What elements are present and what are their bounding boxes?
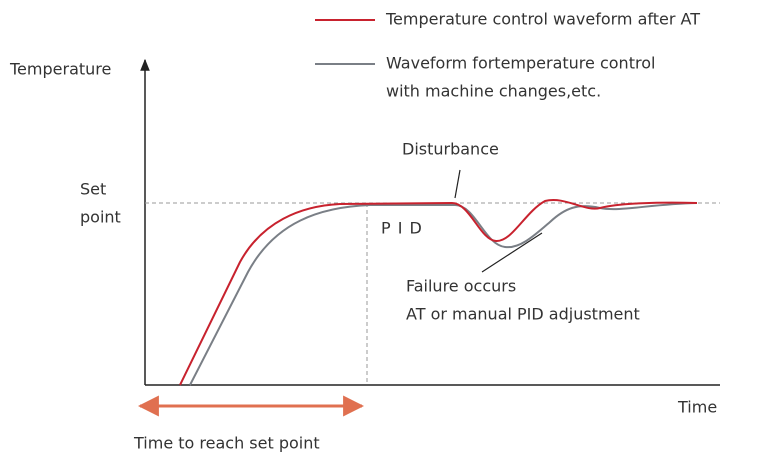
failure-label: AT or manual PID adjustment	[406, 305, 640, 324]
failure-label: Failure occurs	[406, 277, 516, 296]
disturbance-pointer	[454, 169, 461, 199]
pid-label: P I D	[381, 219, 423, 238]
gray-waveform	[189, 202, 698, 386]
legend-label: Waveform fortemperature control	[386, 54, 655, 73]
x-axis-label: Time	[677, 398, 717, 417]
set-point-label: point	[80, 208, 121, 227]
legend-label: with machine changes,etc.	[386, 82, 601, 101]
reach-label: Time to reach set point	[133, 434, 320, 453]
set-point-label: Set	[80, 180, 106, 199]
y-axis-label: Temperature	[9, 60, 111, 79]
failure-pointer	[481, 232, 543, 273]
red-waveform	[179, 199, 698, 386]
legend-label: Temperature control waveform after AT	[385, 10, 700, 29]
disturbance-label: Disturbance	[402, 140, 499, 159]
